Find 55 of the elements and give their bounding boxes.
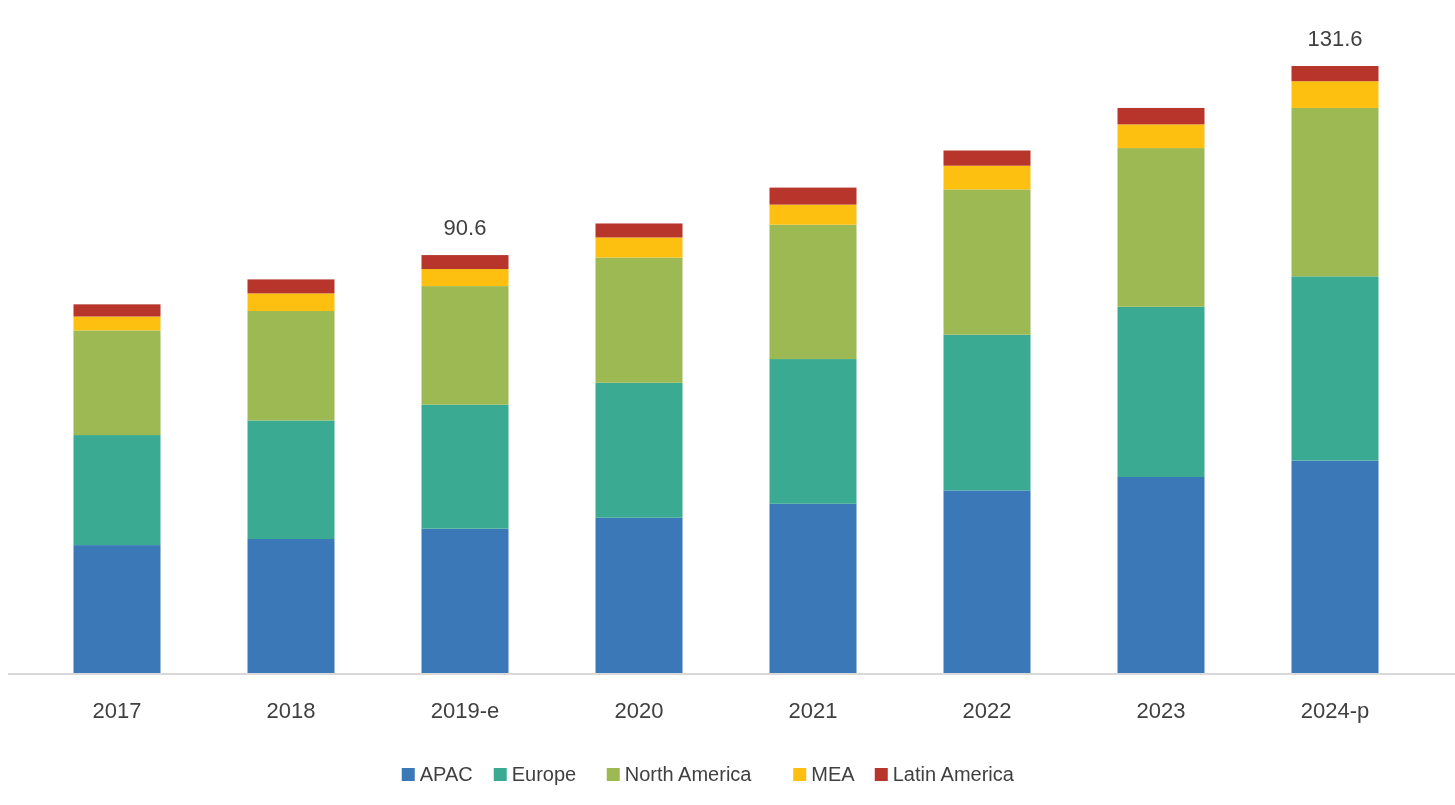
bar — [421, 528, 509, 674]
legend-label: APAC — [419, 763, 473, 785]
legend-label: Latin America — [892, 763, 1015, 785]
bar — [421, 286, 509, 405]
bar — [421, 269, 509, 287]
bar — [1117, 148, 1205, 307]
bar — [595, 257, 683, 383]
bar — [421, 404, 509, 529]
x-tick-label: 2023 — [1136, 698, 1186, 723]
x-tick-label: 2019-e — [430, 698, 500, 723]
bar — [1117, 306, 1205, 478]
bar — [73, 435, 161, 546]
bar — [73, 545, 161, 674]
bar — [943, 189, 1031, 335]
bar — [1291, 460, 1379, 674]
bar — [1291, 276, 1379, 461]
bar — [247, 420, 335, 540]
x-tick-label: 2018 — [266, 698, 316, 723]
bar — [1117, 477, 1205, 674]
bar — [73, 316, 161, 331]
legend-label: MEA — [811, 763, 856, 785]
bar — [595, 223, 683, 238]
x-tick-label: 2021 — [788, 698, 838, 723]
bar — [421, 255, 509, 270]
bar — [769, 204, 857, 225]
legend-label: North America — [624, 763, 753, 785]
bar — [73, 304, 161, 317]
bar — [247, 539, 335, 674]
bar — [1291, 107, 1379, 277]
bar — [595, 517, 683, 674]
bar — [769, 224, 857, 360]
bar — [247, 279, 335, 294]
bar — [247, 311, 335, 421]
bar — [1291, 66, 1379, 82]
annotation: 90.6 — [443, 215, 487, 241]
x-tick-label: 2017 — [92, 698, 142, 723]
bar — [1117, 107, 1205, 125]
bar — [595, 382, 683, 518]
annotation: 131.6 — [1307, 26, 1363, 51]
x-tick-label: 2024-p — [1300, 698, 1370, 723]
bar — [769, 187, 857, 205]
x-tick-label: 2022 — [962, 698, 1012, 723]
bar — [943, 150, 1031, 166]
x-tick-label: 2020 — [614, 698, 664, 723]
bar — [943, 490, 1031, 674]
bar — [1117, 124, 1205, 149]
bar — [1291, 81, 1379, 108]
legend-label: Europe — [511, 763, 577, 785]
bar — [247, 293, 335, 312]
bar — [943, 165, 1031, 190]
bar — [769, 503, 857, 674]
bar — [769, 359, 857, 504]
bar — [73, 330, 161, 436]
bar — [943, 334, 1031, 491]
bar — [595, 237, 683, 258]
